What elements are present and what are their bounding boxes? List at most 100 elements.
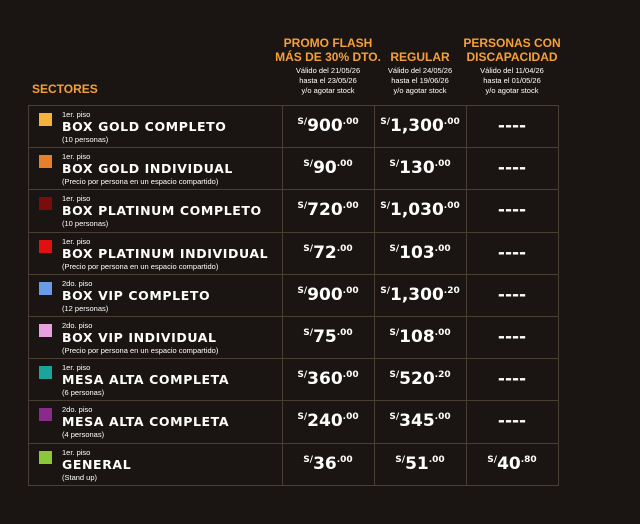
currency: S/: [380, 117, 391, 127]
floor: 2do. piso: [62, 405, 93, 415]
price: S/103.00: [389, 243, 450, 263]
price: ----: [497, 411, 527, 432]
column-title: MÁS DE 30% DTO.: [275, 50, 381, 64]
price: ----: [497, 327, 527, 347]
currency: S/: [389, 159, 400, 170]
price: S/90.00: [303, 158, 352, 178]
currency: S/: [380, 285, 391, 296]
price: S/108.00: [389, 327, 450, 347]
color-swatch: [39, 239, 52, 253]
color-swatch: [39, 113, 52, 126]
currency: S/: [297, 117, 308, 127]
sector-name: MESA ALTA COMPLETA: [62, 372, 230, 388]
cents: .00: [342, 117, 359, 127]
sector-note: (Precio por persona en un espacio compar…: [62, 346, 219, 355]
price: ----: [497, 158, 527, 179]
price: S/900.00: [297, 285, 358, 305]
cents: .00: [443, 117, 460, 127]
column-validity: y/o agotar stock: [393, 86, 447, 95]
column-validity: hasta el 01/05/26: [483, 76, 541, 85]
price: S/130.00: [389, 158, 450, 178]
cents: .80: [520, 454, 537, 465]
currency: S/: [389, 412, 400, 423]
cents: .00: [434, 243, 451, 254]
amount: 51: [405, 453, 429, 474]
amount: 130: [399, 158, 435, 179]
floor: 1er. piso: [62, 152, 91, 162]
price: S/1,030.00: [380, 200, 460, 220]
column-validity: Válido del 11/04/26: [480, 66, 544, 75]
price: S/900.00: [297, 116, 358, 136]
price: S/360.00: [297, 369, 358, 389]
sector-note: (10 personas): [62, 135, 109, 144]
cents: .00: [342, 412, 359, 423]
cents: .20: [443, 285, 460, 296]
cents: .00: [336, 328, 353, 338]
column-validity: hasta el 19/06/26: [391, 76, 449, 85]
sector-note: (Precio por persona en un espacio compar…: [62, 177, 219, 187]
amount: 360: [307, 369, 343, 390]
amount: 75: [313, 327, 337, 347]
price: S/75.00: [303, 327, 352, 347]
floor: 2do. piso: [62, 321, 93, 330]
sector-note: (Precio por persona en un espacio compar…: [62, 261, 219, 271]
price: S/1,300.20: [380, 285, 460, 305]
price: S/1,300.00: [380, 116, 460, 136]
column-title: REGULAR: [390, 50, 450, 64]
currency: S/: [389, 370, 400, 381]
price: S/240.00: [297, 411, 358, 431]
sector-note: (Stand up): [62, 472, 98, 482]
cents: .00: [434, 159, 451, 170]
table-cell: [466, 442, 559, 486]
cents: .00: [342, 285, 359, 296]
cents: .00: [342, 370, 359, 381]
price: ----: [497, 116, 527, 136]
sector-name: BOX VIP COMPLETO: [62, 287, 211, 303]
cents: .00: [342, 201, 359, 212]
sector-name: MESA ALTA COMPLETA: [62, 414, 230, 430]
price: ----: [497, 369, 527, 390]
cents: .00: [434, 328, 451, 338]
sector-note: (10 personas): [62, 219, 109, 229]
color-swatch: [39, 324, 52, 337]
currency: S/: [303, 454, 314, 465]
cents: .00: [434, 412, 451, 423]
color-swatch: [39, 197, 52, 211]
cents: .00: [336, 159, 353, 170]
currency: S/: [389, 328, 400, 338]
price: S/40.80: [487, 454, 536, 474]
sector-name: BOX GOLD COMPLETO: [62, 119, 227, 134]
cents: .00: [336, 454, 353, 465]
currency: S/: [303, 159, 314, 170]
amount: 345: [399, 411, 435, 432]
amount: 1,300: [390, 284, 444, 305]
sector-name: BOX GOLD INDIVIDUAL: [62, 161, 233, 177]
sector-name: GENERAL: [62, 456, 132, 472]
color-swatch: [39, 366, 52, 380]
floor: 2do. piso: [62, 278, 93, 288]
price: S/51.00: [395, 454, 444, 474]
column-validity: hasta el 23/05/26: [299, 76, 357, 85]
amount: 40: [497, 453, 521, 474]
price: S/520.20: [389, 369, 450, 389]
amount: 90: [313, 158, 337, 179]
floor: 1er. piso: [62, 447, 91, 457]
price: ----: [497, 242, 527, 263]
currency: S/: [297, 285, 308, 296]
cents: .00: [443, 201, 460, 212]
floor: 1er. piso: [62, 194, 91, 204]
currency: S/: [297, 370, 308, 381]
sectors-label: SECTORES: [32, 82, 98, 96]
amount: 900: [307, 116, 343, 136]
floor: 1er. piso: [62, 363, 91, 373]
currency: S/: [297, 201, 308, 212]
currency: S/: [303, 328, 314, 338]
price: S/345.00: [389, 411, 450, 431]
price: S/72.00: [303, 243, 352, 263]
amount: 108: [399, 327, 435, 347]
amount: 900: [307, 284, 343, 305]
color-swatch: [39, 155, 52, 169]
currency: S/: [297, 412, 308, 423]
column-validity: y/o agotar stock: [301, 86, 355, 95]
